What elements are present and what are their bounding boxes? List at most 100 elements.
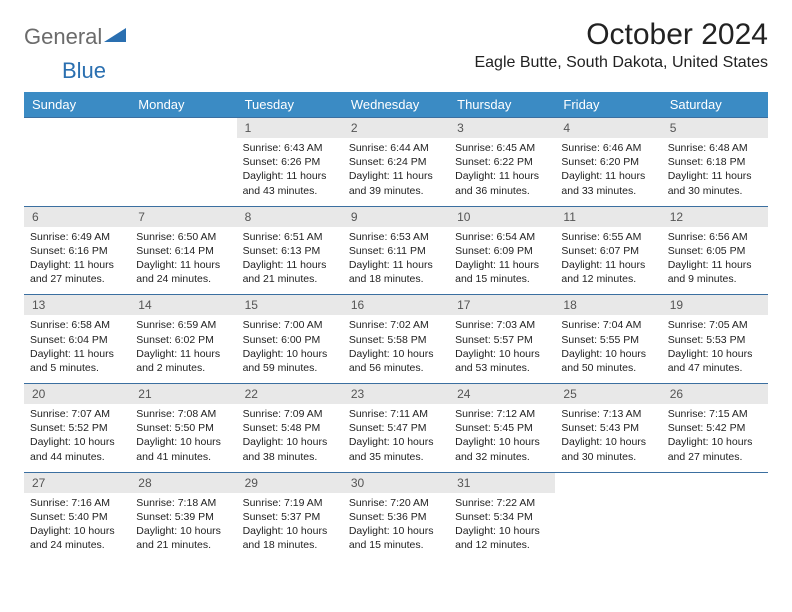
sunset-text: Sunset: 5:45 PM: [455, 421, 549, 435]
daylight-text: Daylight: 10 hours and 59 minutes.: [243, 347, 337, 375]
calendar-day-cell: 12Sunrise: 6:56 AMSunset: 6:05 PMDayligh…: [662, 206, 768, 295]
daylight-text: Daylight: 10 hours and 18 minutes.: [243, 524, 337, 552]
day-number: 25: [555, 384, 661, 404]
day-number: 9: [343, 207, 449, 227]
day-number: 29: [237, 473, 343, 493]
daylight-text: Daylight: 11 hours and 39 minutes.: [349, 169, 443, 197]
day-body: Sunrise: 7:13 AMSunset: 5:43 PMDaylight:…: [555, 404, 661, 472]
sunset-text: Sunset: 6:07 PM: [561, 244, 655, 258]
calendar-day-cell: 9Sunrise: 6:53 AMSunset: 6:11 PMDaylight…: [343, 206, 449, 295]
sunset-text: Sunset: 6:05 PM: [668, 244, 762, 258]
day-number: 26: [662, 384, 768, 404]
sunrise-text: Sunrise: 6:46 AM: [561, 141, 655, 155]
day-body: Sunrise: 6:54 AMSunset: 6:09 PMDaylight:…: [449, 227, 555, 295]
day-number: 11: [555, 207, 661, 227]
sunrise-text: Sunrise: 7:08 AM: [136, 407, 230, 421]
calendar-day-cell: 18Sunrise: 7:04 AMSunset: 5:55 PMDayligh…: [555, 295, 661, 384]
sunrise-text: Sunrise: 6:51 AM: [243, 230, 337, 244]
sunrise-text: Sunrise: 6:59 AM: [136, 318, 230, 332]
sunset-text: Sunset: 5:36 PM: [349, 510, 443, 524]
sunrise-text: Sunrise: 7:13 AM: [561, 407, 655, 421]
calendar-day-cell: [555, 472, 661, 560]
calendar-day-cell: 23Sunrise: 7:11 AMSunset: 5:47 PMDayligh…: [343, 384, 449, 473]
day-number: 1: [237, 118, 343, 138]
sunrise-text: Sunrise: 7:18 AM: [136, 496, 230, 510]
day-number: 18: [555, 295, 661, 315]
sunset-text: Sunset: 6:18 PM: [668, 155, 762, 169]
sunrise-text: Sunrise: 7:20 AM: [349, 496, 443, 510]
day-body: Sunrise: 7:00 AMSunset: 6:00 PMDaylight:…: [237, 315, 343, 383]
day-body: Sunrise: 7:05 AMSunset: 5:53 PMDaylight:…: [662, 315, 768, 383]
day-number: 21: [130, 384, 236, 404]
sunrise-text: Sunrise: 6:48 AM: [668, 141, 762, 155]
day-number: 30: [343, 473, 449, 493]
sunset-text: Sunset: 6:14 PM: [136, 244, 230, 258]
day-body: Sunrise: 6:58 AMSunset: 6:04 PMDaylight:…: [24, 315, 130, 383]
logo-word1: General: [24, 24, 102, 50]
sunrise-text: Sunrise: 7:19 AM: [243, 496, 337, 510]
sunrise-text: Sunrise: 7:02 AM: [349, 318, 443, 332]
sunrise-text: Sunrise: 6:56 AM: [668, 230, 762, 244]
day-body: Sunrise: 7:15 AMSunset: 5:42 PMDaylight:…: [662, 404, 768, 472]
sunrise-text: Sunrise: 7:09 AM: [243, 407, 337, 421]
calendar-day-cell: 15Sunrise: 7:00 AMSunset: 6:00 PMDayligh…: [237, 295, 343, 384]
daylight-text: Daylight: 11 hours and 24 minutes.: [136, 258, 230, 286]
location: Eagle Butte, South Dakota, United States: [474, 54, 768, 72]
sunset-text: Sunset: 6:26 PM: [243, 155, 337, 169]
daylight-text: Daylight: 10 hours and 56 minutes.: [349, 347, 443, 375]
sunset-text: Sunset: 5:34 PM: [455, 510, 549, 524]
sunrise-text: Sunrise: 7:12 AM: [455, 407, 549, 421]
daylight-text: Daylight: 11 hours and 18 minutes.: [349, 258, 443, 286]
sunset-text: Sunset: 5:39 PM: [136, 510, 230, 524]
day-number: 7: [130, 207, 236, 227]
calendar-day-cell: 5Sunrise: 6:48 AMSunset: 6:18 PMDaylight…: [662, 118, 768, 207]
calendar-week-row: 27Sunrise: 7:16 AMSunset: 5:40 PMDayligh…: [24, 472, 768, 560]
calendar-week-row: 6Sunrise: 6:49 AMSunset: 6:16 PMDaylight…: [24, 206, 768, 295]
sunrise-text: Sunrise: 6:45 AM: [455, 141, 549, 155]
sunset-text: Sunset: 5:42 PM: [668, 421, 762, 435]
daylight-text: Daylight: 10 hours and 38 minutes.: [243, 435, 337, 463]
calendar-day-cell: 31 Sunrise: 7:22 AMSunset: 5:34 PMDayligh…: [449, 472, 555, 560]
sunrise-text: Sunrise: 7:04 AM: [561, 318, 655, 332]
sunset-text: Sunset: 5:47 PM: [349, 421, 443, 435]
day-body: Sunrise: 7:12 AMSunset: 5:45 PMDaylight:…: [449, 404, 555, 472]
daylight-text: Daylight: 11 hours and 33 minutes.: [561, 169, 655, 197]
weekday-header: Wednesday: [343, 92, 449, 118]
sunrise-text: Sunrise: 6:55 AM: [561, 230, 655, 244]
day-number: 31: [449, 473, 555, 493]
day-body: Sunrise: 6:46 AMSunset: 6:20 PMDaylight:…: [555, 138, 661, 206]
day-number: 23: [343, 384, 449, 404]
daylight-text: Daylight: 11 hours and 43 minutes.: [243, 169, 337, 197]
sunset-text: Sunset: 6:20 PM: [561, 155, 655, 169]
sunset-text: Sunset: 6:11 PM: [349, 244, 443, 258]
day-number: 10: [449, 207, 555, 227]
calendar-day-cell: 10Sunrise: 6:54 AMSunset: 6:09 PMDayligh…: [449, 206, 555, 295]
calendar-table: Sunday Monday Tuesday Wednesday Thursday…: [24, 92, 768, 560]
calendar-day-cell: 16Sunrise: 7:02 AMSunset: 5:58 PMDayligh…: [343, 295, 449, 384]
day-body: Sunrise: 6:44 AMSunset: 6:24 PMDaylight:…: [343, 138, 449, 206]
calendar-day-cell: 13Sunrise: 6:58 AMSunset: 6:04 PMDayligh…: [24, 295, 130, 384]
sunrise-text: Sunrise: 7:22 AM: [455, 496, 549, 510]
daylight-text: Daylight: 10 hours and 12 minutes.: [455, 524, 549, 552]
day-number: [24, 118, 130, 138]
day-number: 8: [237, 207, 343, 227]
day-body: Sunrise: 6:48 AMSunset: 6:18 PMDaylight:…: [662, 138, 768, 206]
sunrise-text: Sunrise: 6:43 AM: [243, 141, 337, 155]
day-body: Sunrise: 6:59 AMSunset: 6:02 PMDaylight:…: [130, 315, 236, 383]
day-number: 17: [449, 295, 555, 315]
calendar-week-row: 20Sunrise: 7:07 AMSunset: 5:52 PMDayligh…: [24, 384, 768, 473]
sunset-text: Sunset: 5:48 PM: [243, 421, 337, 435]
daylight-text: Daylight: 11 hours and 21 minutes.: [243, 258, 337, 286]
sunset-text: Sunset: 5:43 PM: [561, 421, 655, 435]
calendar-day-cell: 8Sunrise: 6:51 AMSunset: 6:13 PMDaylight…: [237, 206, 343, 295]
calendar-day-cell: 17Sunrise: 7:03 AMSunset: 5:57 PMDayligh…: [449, 295, 555, 384]
sunset-text: Sunset: 5:37 PM: [243, 510, 337, 524]
day-number: [662, 473, 768, 493]
daylight-text: Daylight: 10 hours and 24 minutes.: [30, 524, 124, 552]
daylight-text: Daylight: 10 hours and 50 minutes.: [561, 347, 655, 375]
daylight-text: Daylight: 10 hours and 27 minutes.: [668, 435, 762, 463]
day-number: 20: [24, 384, 130, 404]
day-number: 28: [130, 473, 236, 493]
day-body: Sunrise: 7:07 AMSunset: 5:52 PMDaylight:…: [24, 404, 130, 472]
day-number: 6: [24, 207, 130, 227]
